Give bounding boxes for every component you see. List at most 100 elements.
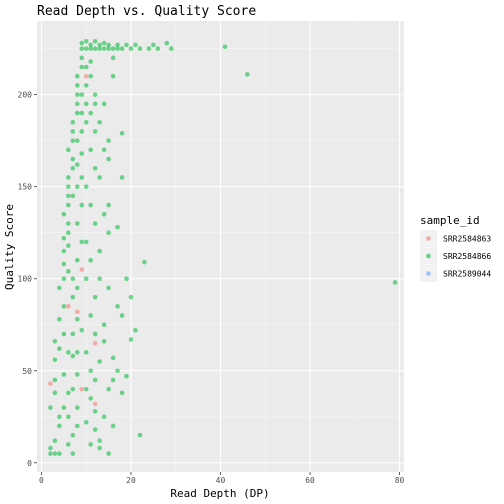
x-tick-label: 60 [305, 476, 315, 485]
data-point [74, 405, 80, 410]
data-point [66, 442, 71, 447]
data-point [222, 44, 228, 50]
data-point [57, 285, 62, 291]
data-point [106, 451, 111, 456]
y-tick-label: 50 [22, 367, 32, 376]
data-point [66, 390, 71, 396]
data-point [79, 40, 85, 46]
data-point [92, 427, 98, 432]
y-axis: 0 50 100 150 200 [18, 91, 37, 468]
data-point [74, 184, 80, 189]
data-point [101, 101, 107, 107]
data-point [74, 162, 80, 167]
data-point [70, 165, 76, 171]
data-point [57, 316, 62, 322]
data-point [79, 129, 85, 134]
data-point [66, 184, 71, 189]
data-point [88, 442, 94, 447]
data-point [110, 46, 116, 51]
data-point [101, 414, 107, 420]
data-point [88, 313, 94, 318]
data-point [92, 101, 98, 107]
data-point [57, 423, 62, 429]
legend-title: sample_id [420, 214, 480, 227]
data-point [70, 138, 76, 143]
data-point [92, 401, 98, 407]
data-point [97, 119, 102, 125]
data-point [92, 408, 98, 414]
y-tick-label: 0 [27, 459, 32, 468]
data-point [79, 46, 85, 51]
data-point [119, 130, 125, 136]
data-point [106, 285, 111, 291]
data-point [92, 165, 98, 171]
data-point [74, 101, 80, 107]
data-point [110, 377, 116, 383]
data-point [115, 304, 120, 309]
x-axis: 0 20 40 60 80 [39, 472, 405, 485]
legend-keys: SRR2584863 SRR2584866 SRR2589044 [420, 230, 491, 282]
data-point [48, 381, 53, 386]
data-point [66, 202, 71, 208]
data-point [79, 386, 85, 392]
data-point [70, 432, 76, 438]
y-tick-label: 150 [18, 183, 33, 192]
data-point [66, 175, 71, 180]
data-point [74, 285, 80, 291]
data-point [83, 64, 89, 70]
data-point [83, 46, 89, 51]
data-point [106, 42, 111, 48]
data-point [79, 327, 85, 333]
data-point [66, 269, 71, 274]
data-point [124, 276, 129, 282]
data-point [97, 175, 102, 180]
data-point [70, 119, 76, 125]
data-point [101, 147, 107, 153]
data-point [74, 92, 80, 97]
data-point [74, 138, 80, 143]
legend: sample_id SRR2584863 SRR2584866 SRR2589044 [420, 214, 491, 282]
legend-key-symbol [426, 271, 431, 276]
data-point [79, 110, 85, 116]
data-point [66, 350, 71, 355]
data-point [79, 55, 85, 61]
data-point [97, 359, 102, 364]
data-point [66, 221, 71, 226]
data-point [101, 40, 107, 46]
data-point [151, 42, 156, 48]
data-point [110, 73, 116, 79]
x-axis-title: Read Depth (DP) [170, 487, 269, 500]
legend-key-symbol [426, 253, 431, 259]
data-point [61, 211, 67, 217]
y-tick-label: 100 [18, 275, 33, 284]
data-point [164, 40, 170, 46]
data-point [61, 304, 67, 309]
data-point [83, 101, 89, 107]
data-point [66, 193, 71, 199]
data-point [92, 46, 98, 51]
data-point [88, 73, 94, 79]
data-point [88, 368, 94, 374]
data-point [106, 386, 111, 392]
data-points [48, 38, 398, 456]
data-point [83, 184, 89, 189]
data-point [57, 346, 62, 351]
data-point [74, 221, 80, 226]
data-point [88, 258, 94, 263]
data-point [115, 42, 120, 48]
data-point [79, 64, 85, 70]
data-point [83, 239, 89, 245]
data-point [79, 267, 85, 272]
data-point [83, 419, 89, 425]
data-point [92, 340, 98, 346]
data-point [66, 414, 71, 420]
data-point [115, 224, 120, 230]
data-point [70, 386, 76, 392]
data-point [137, 432, 143, 438]
data-point [70, 276, 76, 282]
data-point [92, 377, 98, 383]
data-point [124, 373, 129, 379]
data-point [61, 372, 67, 377]
data-point [146, 46, 152, 51]
data-point [66, 230, 71, 235]
